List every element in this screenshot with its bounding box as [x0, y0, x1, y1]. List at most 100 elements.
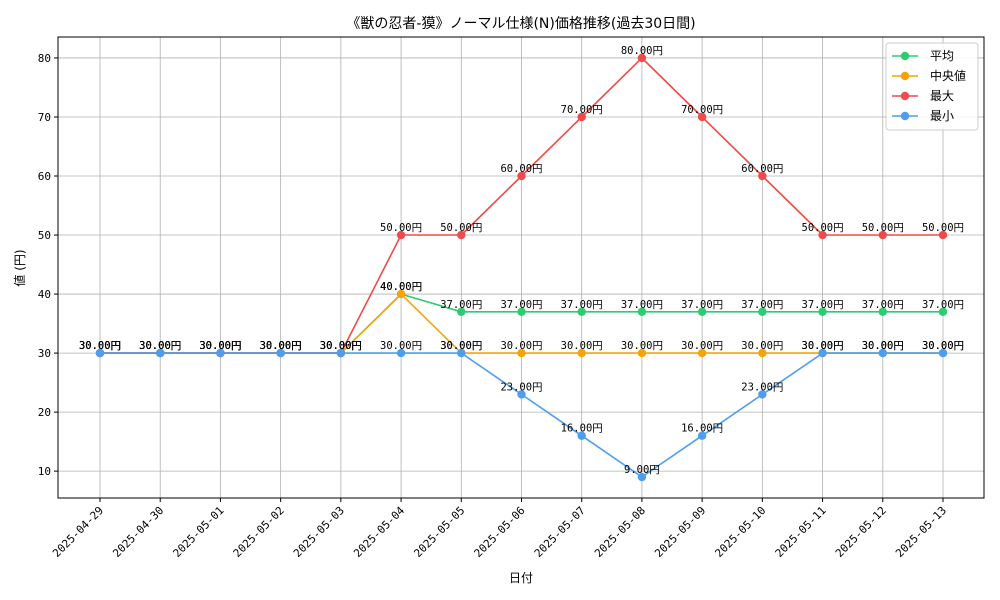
data-label: 30.00円: [79, 340, 121, 352]
data-label: 23.00円: [741, 381, 783, 393]
data-point: [517, 390, 526, 399]
legend-entry: 最大: [892, 89, 954, 103]
data-point: [938, 230, 948, 240]
data-point: [577, 307, 586, 316]
y-tick-label: 80: [38, 52, 51, 65]
data-point: [156, 348, 165, 358]
legend-entry: 最小: [892, 109, 954, 123]
data-label: 50.00円: [440, 222, 482, 234]
data-labels: 30.00円 30.00円 30.00円 30.00円 30.00円 40.00円 37.0…: [79, 45, 964, 476]
data-point: [697, 307, 707, 316]
data-point: [637, 307, 647, 316]
y-tick-label: 30: [38, 347, 51, 360]
data-label: 70.00円: [681, 104, 723, 116]
data-label: 30.00円: [139, 340, 181, 352]
data-label: 37.00円: [440, 299, 482, 311]
data-label: 30.00円: [320, 340, 362, 352]
data-label: 30.00円: [320, 340, 362, 352]
legend-marker: [900, 71, 910, 81]
data-label: 40.00円: [380, 281, 422, 293]
data-label: 30.00円: [922, 340, 964, 352]
data-label: 30.00円: [139, 340, 181, 352]
legend-marker: [900, 91, 910, 101]
data-label: 30.00円: [260, 340, 302, 352]
data-label: 37.00円: [862, 299, 904, 311]
y-tick-label: 50: [38, 229, 51, 242]
data-label: 30.00円: [139, 340, 181, 352]
data-point: [878, 348, 887, 358]
data-point: [878, 230, 887, 240]
series-最小: [95, 348, 948, 482]
data-label: 30.00円: [260, 340, 302, 352]
data-label: 50.00円: [380, 222, 422, 234]
data-label: 30.00円: [260, 340, 302, 352]
data-label: 30.00円: [440, 340, 482, 352]
data-label: 30.00円: [320, 340, 362, 352]
data-point: [577, 431, 586, 440]
data-point: [457, 307, 466, 316]
data-label: 37.00円: [561, 299, 603, 311]
data-point: [517, 307, 526, 316]
data-label: 37.00円: [802, 299, 844, 311]
legend-marker: [900, 51, 910, 61]
data-point: [878, 307, 887, 316]
data-point: [396, 289, 406, 299]
data-label: 30.00円: [139, 340, 181, 352]
data-label: 50.00円: [862, 222, 904, 234]
data-label: 30.00円: [199, 340, 241, 352]
data-point: [95, 348, 105, 358]
data-label: 37.00円: [621, 299, 663, 311]
data-label: 16.00円: [561, 423, 603, 435]
legend-label: 中央値: [930, 68, 966, 83]
data-label: 37.00円: [922, 299, 964, 311]
data-label: 30.00円: [862, 340, 904, 352]
data-label: 37.00円: [681, 299, 723, 311]
y-tick-label: 40: [38, 288, 51, 301]
y-tick-label: 70: [38, 111, 51, 124]
data-label: 40.00円: [380, 281, 422, 293]
data-point: [697, 348, 707, 358]
data-label: 30.00円: [922, 340, 964, 352]
data-label: 30.00円: [380, 340, 422, 352]
data-point: [697, 431, 707, 440]
data-point: [457, 230, 466, 240]
data-point: [758, 348, 767, 358]
data-label: 37.00円: [500, 299, 542, 311]
data-point: [276, 348, 285, 358]
data-label: 60.00円: [741, 163, 783, 175]
data-label: 30.00円: [681, 340, 723, 352]
data-point: [517, 171, 526, 181]
y-tick-label: 60: [38, 170, 51, 183]
y-tick-label: 10: [38, 465, 51, 478]
data-point: [577, 348, 586, 358]
data-label: 30.00円: [741, 340, 783, 352]
legend-entry: 平均: [892, 49, 954, 63]
data-point: [818, 307, 827, 316]
data-point: [938, 348, 948, 358]
data-label: 30.00円: [199, 340, 241, 352]
data-label: 30.00円: [621, 340, 663, 352]
data-point: [758, 171, 767, 181]
data-point: [818, 230, 827, 240]
legend-label: 最小: [930, 109, 954, 123]
legend-entry: 中央値: [892, 68, 966, 83]
data-point: [758, 307, 767, 316]
data-point: [457, 348, 466, 358]
y-tick-label: 20: [38, 406, 51, 419]
data-point: [517, 348, 526, 358]
legend-label: 最大: [930, 89, 954, 103]
data-label: 16.00円: [681, 423, 723, 435]
data-label: 80.00円: [621, 45, 663, 57]
data-label: 30.00円: [802, 340, 844, 352]
series-layer: [95, 53, 948, 482]
data-point: [577, 112, 586, 122]
data-label: 30.00円: [561, 340, 603, 352]
legend-label: 平均: [930, 49, 954, 63]
data-point: [637, 348, 647, 358]
x-axis-label: 日付: [509, 571, 533, 585]
data-label: 60.00円: [500, 163, 542, 175]
data-label: 37.00円: [741, 299, 783, 311]
data-point: [938, 307, 948, 316]
